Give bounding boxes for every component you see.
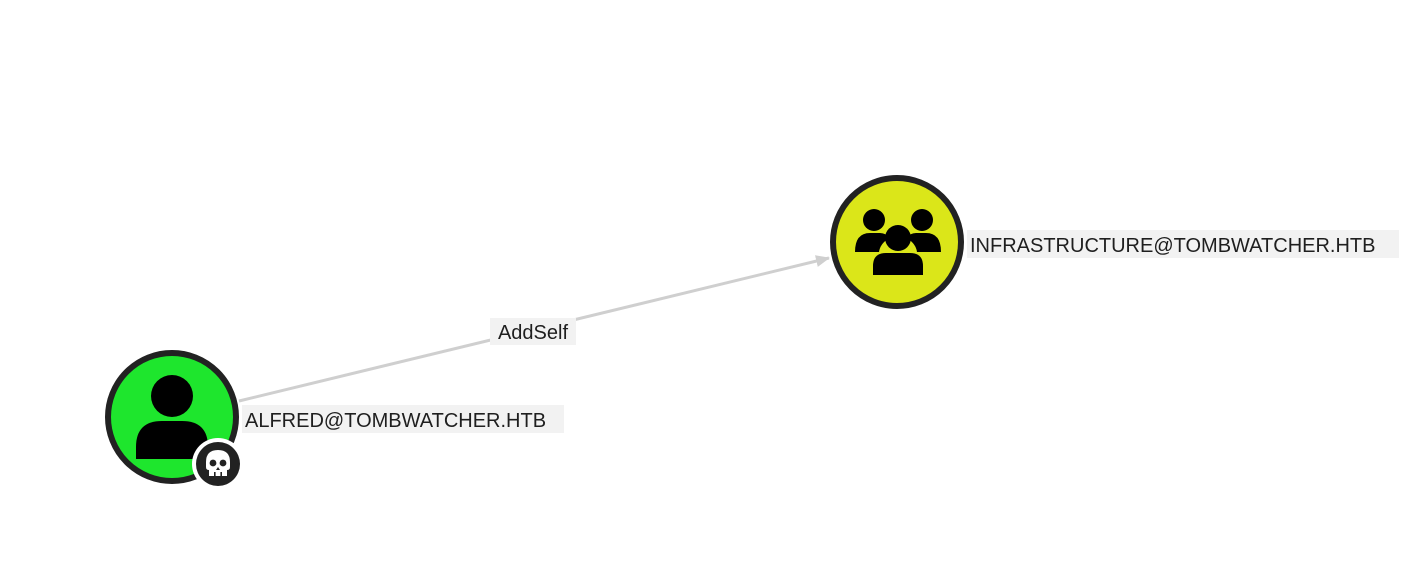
skull-icon [192, 438, 244, 490]
node-infrastructure-group[interactable]: INFRASTRUCTURE@TOMBWATCHER.HTB [830, 175, 1399, 309]
edge-label-background [490, 318, 576, 345]
user-icon [136, 375, 208, 459]
group-icon [855, 209, 941, 275]
edge-label[interactable]: AddSelf [498, 322, 568, 344]
node-label-alfred[interactable]: ALFRED@TOMBWATCHER.HTB [245, 410, 546, 432]
node-label-background [242, 405, 564, 433]
edge-addself[interactable]: AddSelf [238, 255, 830, 403]
node-label-infrastructure[interactable]: INFRASTRUCTURE@TOMBWATCHER.HTB [970, 235, 1375, 257]
node-label-background [967, 230, 1399, 258]
node-alfred-user[interactable]: ALFRED@TOMBWATCHER.HTB [105, 350, 564, 490]
